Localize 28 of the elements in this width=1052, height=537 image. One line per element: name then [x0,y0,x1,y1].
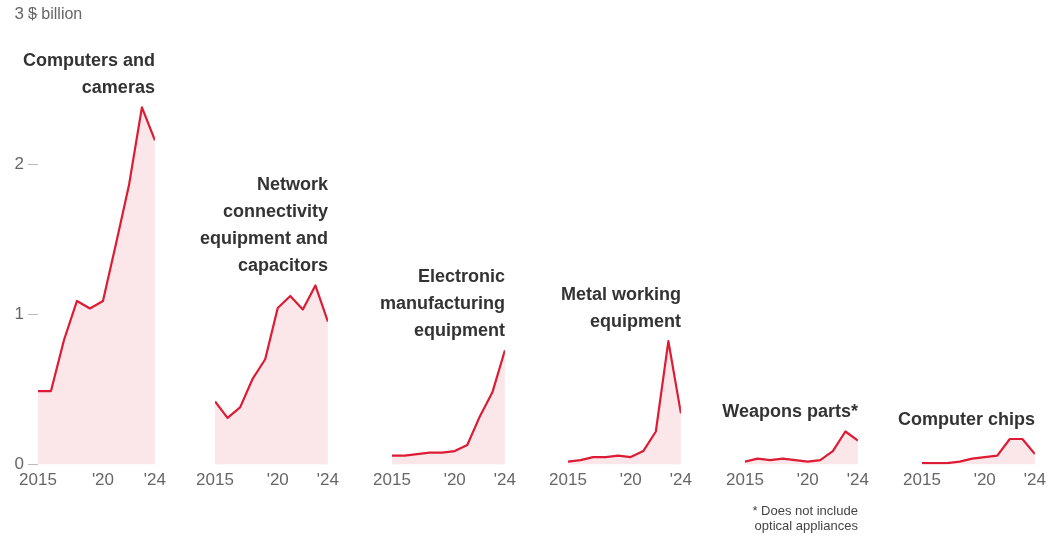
x-tick-label: '20 [443,470,466,490]
x-tick-label: 2015 [549,470,587,490]
x-tick-label: 2015 [726,470,764,490]
y-tick-label: 1 [14,304,24,324]
x-tick-label: '24 [316,470,339,490]
text: Computer chips [897,409,1035,430]
text: * Does not include optical appliances [752,502,859,533]
x-tick-label: '20 [266,470,289,490]
y-axis-title: $ billion [28,4,83,22]
x-tick-label: '24 [669,470,692,490]
x-tick-label: '20 [619,470,642,490]
x-tick-label: 2015 [373,470,411,490]
x-tick-label: '24 [493,470,516,490]
x-tick-label: '20 [91,470,115,490]
x-tick-label: '24 [846,470,869,490]
text: Computers and cameras [22,50,155,98]
x-tick-label: '24 [143,470,166,490]
text: Network connectivity equipment and capacitors [199,174,329,276]
x-tick-label: '24 [1023,470,1046,490]
y-tick-label: 3 [14,3,24,23]
x-tick-label: '20 [796,470,819,490]
x-tick-label: 2015 [903,470,941,490]
text: Electronic manufacturing equipment [379,266,505,341]
x-tick-label: '20 [973,470,996,490]
text: Weapons parts* [722,401,858,422]
y-tick-label: 2 [14,154,24,174]
x-tick-label: 2015 [196,470,234,490]
text: Metal working equipment [560,284,681,332]
